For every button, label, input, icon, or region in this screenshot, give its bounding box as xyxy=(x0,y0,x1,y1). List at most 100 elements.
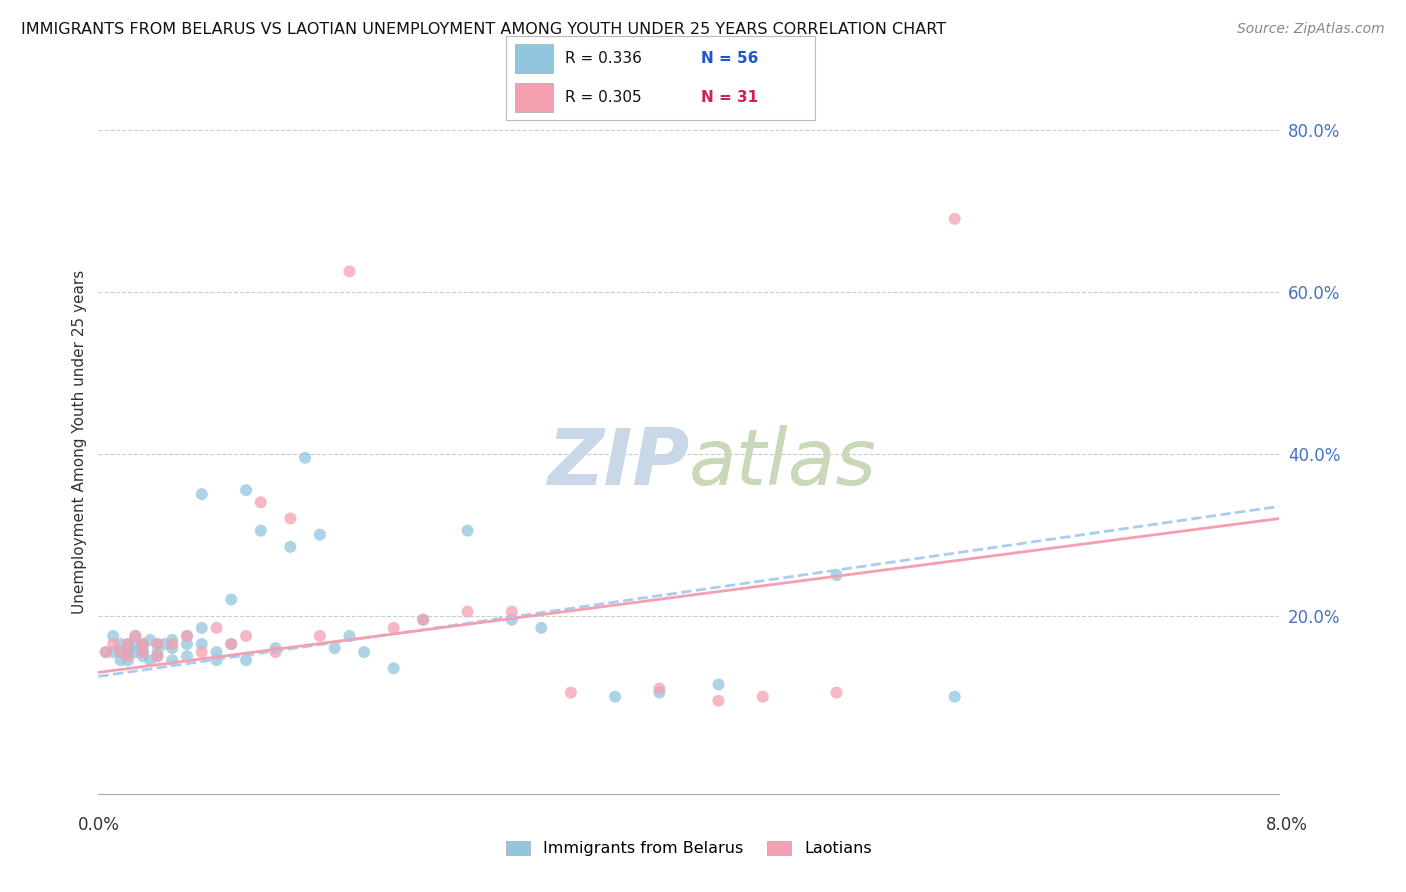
Point xyxy=(117,653,139,667)
Point xyxy=(176,629,198,643)
Point xyxy=(337,629,360,643)
Point xyxy=(264,641,287,656)
Point xyxy=(124,629,146,643)
Point xyxy=(110,645,132,659)
Point xyxy=(219,637,242,651)
Point xyxy=(132,641,155,656)
Point xyxy=(117,645,139,659)
Point xyxy=(278,511,302,525)
Point xyxy=(191,621,214,635)
Point xyxy=(132,645,155,659)
Point xyxy=(132,649,155,664)
Point xyxy=(162,632,183,647)
Point xyxy=(117,637,139,651)
Text: N = 56: N = 56 xyxy=(702,51,758,66)
Point xyxy=(139,653,162,667)
Point xyxy=(132,637,155,651)
Text: R = 0.305: R = 0.305 xyxy=(565,90,641,105)
Point xyxy=(139,632,162,647)
Point xyxy=(353,645,375,659)
Point xyxy=(162,637,183,651)
Point xyxy=(205,621,228,635)
Point xyxy=(308,527,332,541)
Point xyxy=(110,645,132,659)
Point xyxy=(146,649,169,664)
Point xyxy=(456,605,478,619)
Point xyxy=(117,637,139,651)
Point xyxy=(235,653,257,667)
Text: 8.0%: 8.0% xyxy=(1265,816,1308,834)
Y-axis label: Unemployment Among Youth under 25 years: Unemployment Among Youth under 25 years xyxy=(72,269,87,614)
Point xyxy=(94,645,117,659)
Point xyxy=(162,641,183,656)
Point xyxy=(146,645,169,659)
Point xyxy=(943,690,966,704)
Point xyxy=(103,637,125,651)
Point xyxy=(250,524,273,538)
Point xyxy=(94,645,117,659)
Point xyxy=(110,653,132,667)
Bar xyxy=(516,44,553,73)
Point xyxy=(219,592,242,607)
Point xyxy=(124,645,146,659)
Point xyxy=(278,540,302,554)
Point xyxy=(825,568,848,582)
Point xyxy=(153,637,176,651)
Point xyxy=(132,637,155,651)
Point xyxy=(250,495,273,509)
Point xyxy=(382,621,405,635)
Point xyxy=(117,649,139,664)
Point xyxy=(191,487,214,501)
Point xyxy=(943,211,966,226)
Point xyxy=(191,637,214,651)
Point xyxy=(146,649,169,664)
Point xyxy=(648,681,671,696)
Point xyxy=(103,645,125,659)
Bar xyxy=(516,83,553,112)
Point xyxy=(648,685,671,699)
Point xyxy=(412,613,434,627)
Point xyxy=(264,645,287,659)
Text: 0.0%: 0.0% xyxy=(77,816,120,834)
Point xyxy=(117,645,139,659)
Point xyxy=(132,645,155,659)
Point xyxy=(605,690,627,704)
Legend: Immigrants from Belarus, Laotians: Immigrants from Belarus, Laotians xyxy=(506,841,872,856)
Point xyxy=(176,637,198,651)
Point xyxy=(323,641,346,656)
Point xyxy=(191,645,214,659)
Text: ZIP: ZIP xyxy=(547,425,689,500)
Point xyxy=(205,645,228,659)
Point xyxy=(235,483,257,497)
Point xyxy=(103,629,125,643)
Point xyxy=(382,661,405,675)
Point xyxy=(825,685,848,699)
Text: IMMIGRANTS FROM BELARUS VS LAOTIAN UNEMPLOYMENT AMONG YOUTH UNDER 25 YEARS CORRE: IMMIGRANTS FROM BELARUS VS LAOTIAN UNEMP… xyxy=(21,22,946,37)
Text: R = 0.336: R = 0.336 xyxy=(565,51,641,66)
Text: N = 31: N = 31 xyxy=(702,90,758,105)
Point xyxy=(412,613,434,627)
Point xyxy=(501,613,523,627)
Point xyxy=(456,524,478,538)
Point xyxy=(707,677,730,691)
Point xyxy=(110,637,132,651)
Point xyxy=(235,629,257,643)
Text: Source: ZipAtlas.com: Source: ZipAtlas.com xyxy=(1237,22,1385,37)
Point xyxy=(337,264,360,278)
Point xyxy=(707,694,730,708)
Point xyxy=(162,653,183,667)
Point xyxy=(146,637,169,651)
Point xyxy=(308,629,332,643)
Point xyxy=(124,637,146,651)
Point xyxy=(205,653,228,667)
Point xyxy=(124,629,146,643)
Point xyxy=(176,649,198,664)
Point xyxy=(219,637,242,651)
Point xyxy=(530,621,553,635)
Point xyxy=(146,637,169,651)
Point xyxy=(294,450,316,465)
Text: atlas: atlas xyxy=(689,425,877,500)
Point xyxy=(176,629,198,643)
Point xyxy=(560,685,582,699)
Point xyxy=(501,605,523,619)
